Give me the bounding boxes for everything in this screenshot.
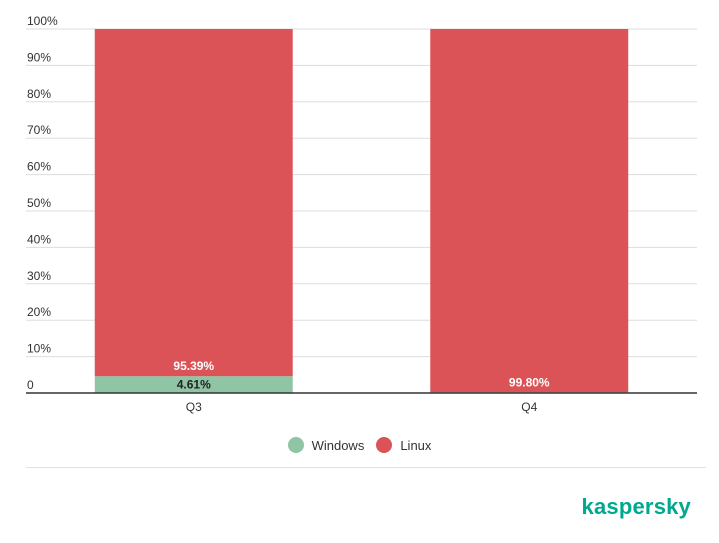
bar-linux-q3 [94,29,293,377]
legend: Windows Linux [0,437,719,453]
data-label: 4.61% [177,378,211,392]
data-labels: 4.61% 95.39% 99.80% [173,359,550,391]
bars [94,29,629,393]
y-tick-label: 70% [27,123,51,137]
y-tick-label: 10% [27,342,51,356]
y-tick-label: 60% [27,160,51,174]
legend-item-linux[interactable]: Linux [376,437,431,453]
bar-linux-q4 [430,29,629,393]
y-tick-label: 90% [27,50,51,64]
y-tick-label: 100% [27,14,58,28]
y-tick-label: 50% [27,196,51,210]
y-tick-label: 30% [27,269,51,283]
x-tick-label: Q4 [521,400,537,414]
legend-label-linux: Linux [400,437,432,453]
legend-swatch-windows [287,437,304,453]
y-axis-ticks: 0 10% 20% 30% 40% 50% 60% 70% 80% 90% 100% [27,14,58,392]
legend-item-windows[interactable]: Windows [287,437,365,453]
y-tick-label: 20% [27,305,51,319]
legend-swatch-linux [376,437,393,453]
data-label: 95.39% [173,359,214,373]
brand-logo: kaspersky [581,494,691,519]
footer-divider [26,467,706,468]
x-tick-label: Q3 [186,400,202,414]
y-tick-label: 40% [27,232,51,246]
legend-label-windows: Windows [311,437,365,453]
y-tick-label: 80% [27,87,51,101]
x-axis-ticks: Q3 Q4 [186,400,538,414]
data-label: 99.80% [509,375,550,389]
y-tick-label: 0 [27,378,34,392]
bar-windows-q3 [94,376,293,393]
